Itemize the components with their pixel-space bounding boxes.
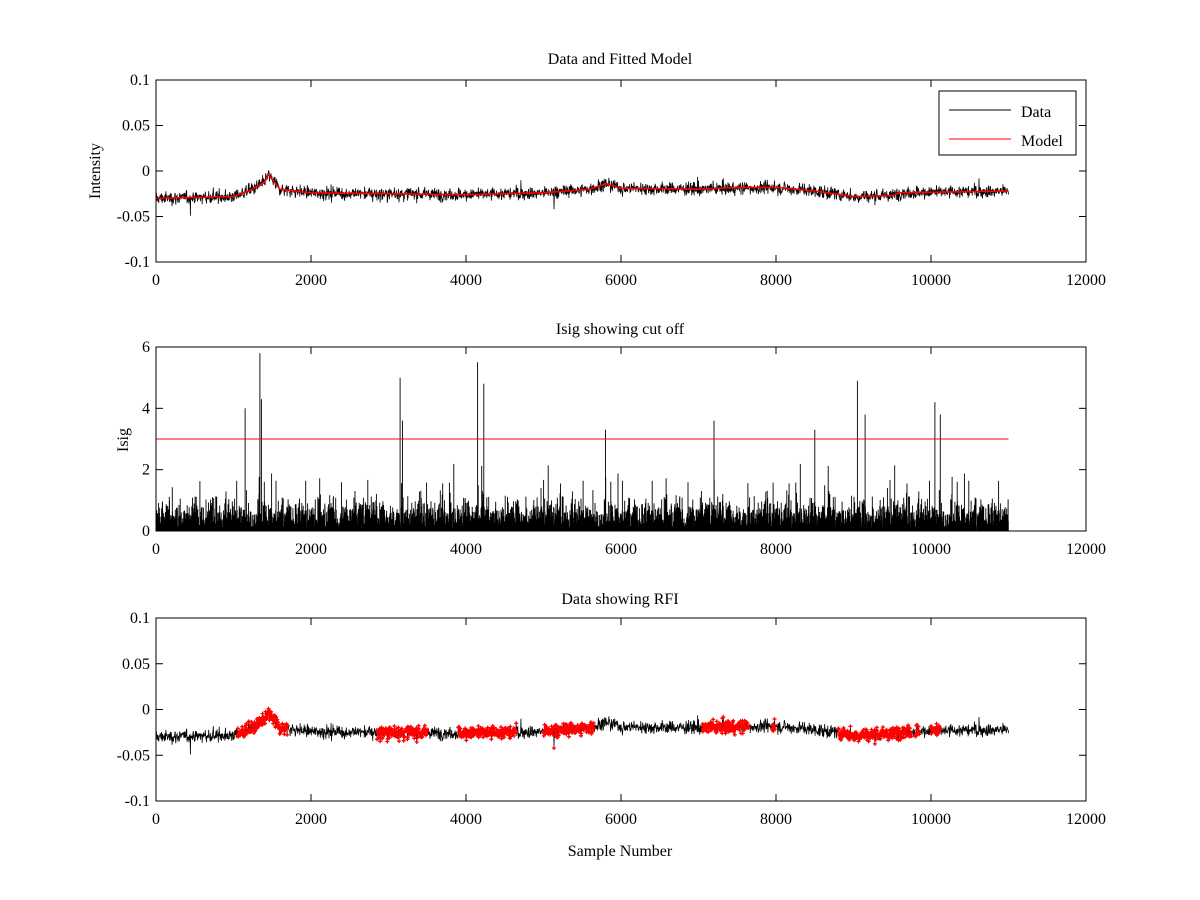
panel-data-showing-rfi: Data showing RFI Sample Number 0 2000 4000… [117, 591, 1106, 860]
x-tick-label: 8000 [760, 541, 792, 558]
axes-border [155, 79, 1087, 263]
y-axis-label: Intensity [87, 143, 104, 199]
x-tick-label: 4000 [450, 541, 482, 558]
axes-frame [155, 617, 1087, 802]
y-axis-label: Isig [115, 428, 132, 452]
x-tick-label: 10000 [911, 541, 951, 558]
x-tick-label: 0 [152, 272, 160, 289]
x-tick-label: 8000 [760, 272, 792, 289]
y-tick-label: -0.1 [125, 254, 150, 271]
x-tick-label: 4000 [450, 272, 482, 289]
x-tick-label: 6000 [605, 811, 637, 828]
y-tick-label: 0.1 [130, 610, 150, 627]
x-tick-label: 6000 [605, 541, 637, 558]
legend-entry-data: Data [1021, 104, 1051, 121]
y-tick-label: 4 [142, 400, 150, 417]
y-tick-label: 6 [142, 339, 150, 356]
series-model-line [155, 173, 1009, 200]
y-tick-label: 0.05 [122, 656, 150, 673]
y-tick-label: 0.05 [122, 118, 150, 135]
panel-isig-cut-off: Isig showing cut off Isig 0 2000 4000 6000 8… [115, 321, 1106, 558]
x-tick-label: 4000 [450, 811, 482, 828]
panel-data-and-fitted-model: Data and Fitted Model Intensity 0 2000 400… [87, 51, 1106, 289]
x-axis-label: Sample Number [568, 843, 673, 860]
y-tick-label: 0.1 [130, 72, 150, 89]
y-tick-label: 0 [142, 163, 150, 180]
series-rfi-markers [235, 706, 943, 750]
legend: Data Model [938, 90, 1077, 156]
axes-border [155, 617, 1087, 802]
y-tick-label: -0.05 [117, 209, 150, 226]
y-tick-label: 2 [142, 462, 150, 479]
series-data-line [155, 170, 1009, 216]
x-tick-label: 0 [152, 541, 160, 558]
axes-border [155, 346, 1087, 532]
chart-title: Isig showing cut off [556, 321, 685, 338]
x-tick-label: 10000 [911, 811, 951, 828]
axes-frame [155, 79, 1087, 263]
y-tick-label: 0 [142, 523, 150, 540]
x-tick-label: 2000 [295, 272, 327, 289]
x-tick-label: 12000 [1066, 541, 1106, 558]
plot-area: 0 2000 4000 6000 8000 10000 12000 -0.1 -0.05 0 0.0… [117, 610, 1106, 828]
plot-area: 0 2000 4000 6000 8000 10000 12000 0 2 4 6 [142, 339, 1106, 558]
x-tick-label: 10000 [911, 272, 951, 289]
chart-title: Data and Fitted Model [548, 51, 693, 68]
legend-box [938, 90, 1077, 156]
y-tick-label: -0.05 [117, 747, 150, 764]
x-tick-label: 12000 [1066, 272, 1106, 289]
y-tick-label: -0.1 [125, 793, 150, 810]
x-tick-label: 0 [152, 811, 160, 828]
x-tick-label: 2000 [295, 541, 327, 558]
legend-entry-model: Model [1021, 133, 1063, 150]
plot-area: 0 2000 4000 6000 8000 10000 12000 -0.1 -0.05 0 0.0… [117, 72, 1106, 289]
x-tick-label: 8000 [760, 811, 792, 828]
x-tick-label: 12000 [1066, 811, 1106, 828]
y-tick-label: 0 [142, 702, 150, 719]
x-tick-label: 2000 [295, 811, 327, 828]
x-tick-label: 6000 [605, 272, 637, 289]
chart-title: Data showing RFI [561, 591, 678, 608]
